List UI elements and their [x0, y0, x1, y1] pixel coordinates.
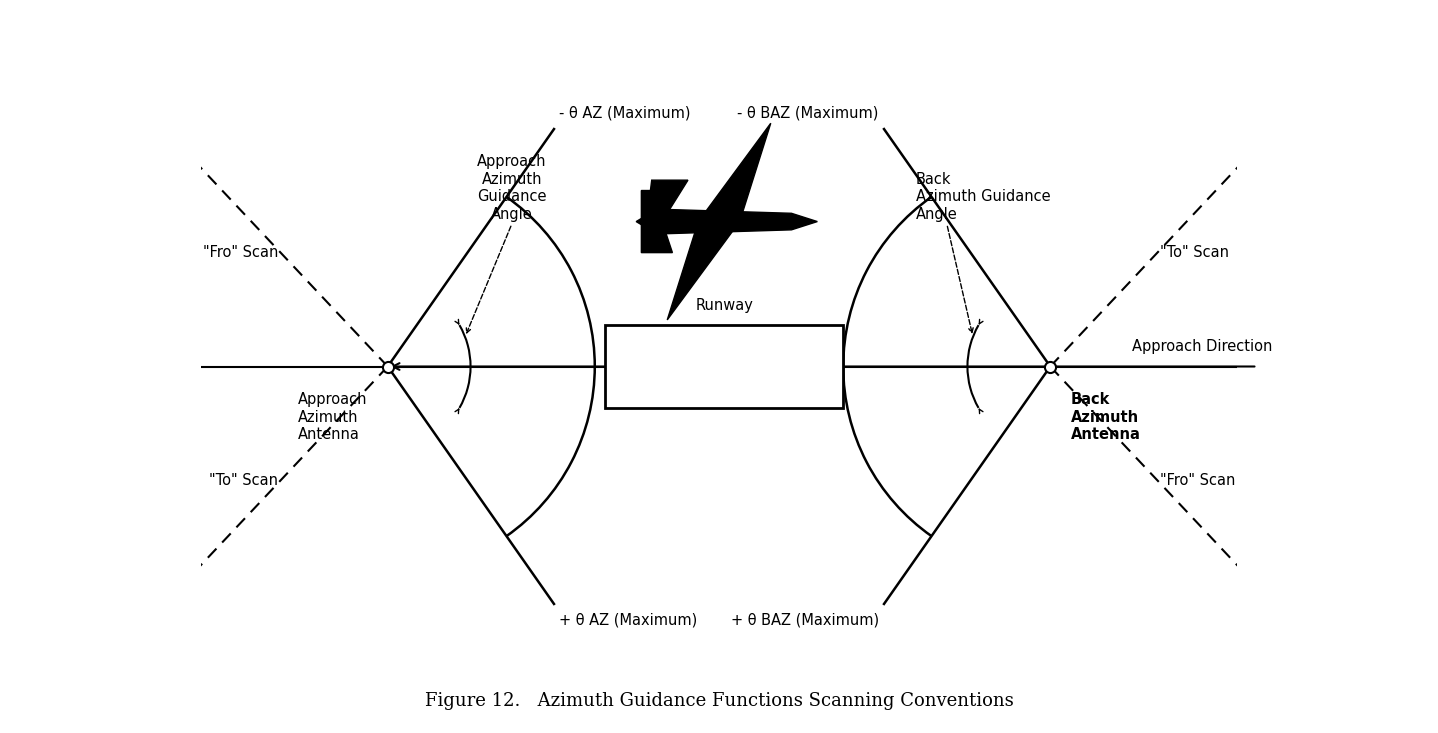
Polygon shape	[636, 209, 817, 234]
Bar	[605, 325, 843, 408]
Text: + θ AZ (Maximum): + θ AZ (Maximum)	[559, 612, 697, 627]
Polygon shape	[667, 123, 771, 320]
Text: - θ AZ (Maximum): - θ AZ (Maximum)	[559, 106, 690, 121]
Text: "Fro" Scan: "Fro" Scan	[203, 245, 278, 260]
Text: Back
Azimuth Guidance
Angle: Back Azimuth Guidance Angle	[916, 172, 1050, 221]
Text: "To" Scan: "To" Scan	[209, 473, 278, 488]
Text: Figure 12.   Azimuth Guidance Functions Scanning Conventions: Figure 12. Azimuth Guidance Functions Sc…	[424, 692, 1014, 710]
Text: Approach Direction: Approach Direction	[1133, 339, 1273, 354]
Text: - θ BAZ (Maximum): - θ BAZ (Maximum)	[738, 106, 879, 121]
Text: + θ BAZ (Maximum): + θ BAZ (Maximum)	[731, 612, 879, 627]
Text: "To" Scan: "To" Scan	[1160, 245, 1229, 260]
Text: Approach
Azimuth
Guidance
Angle: Approach Azimuth Guidance Angle	[477, 155, 546, 221]
Polygon shape	[641, 221, 673, 253]
Polygon shape	[641, 191, 673, 221]
Text: Line of Zero Angle: Line of Zero Angle	[605, 385, 739, 400]
Text: Approach
Azimuth
Antenna: Approach Azimuth Antenna	[298, 392, 367, 442]
Text: Runway: Runway	[695, 298, 754, 313]
Text: "Fro" Scan: "Fro" Scan	[1160, 473, 1235, 488]
Text: Back
Azimuth
Antenna: Back Azimuth Antenna	[1071, 392, 1140, 442]
Polygon shape	[647, 180, 687, 221]
